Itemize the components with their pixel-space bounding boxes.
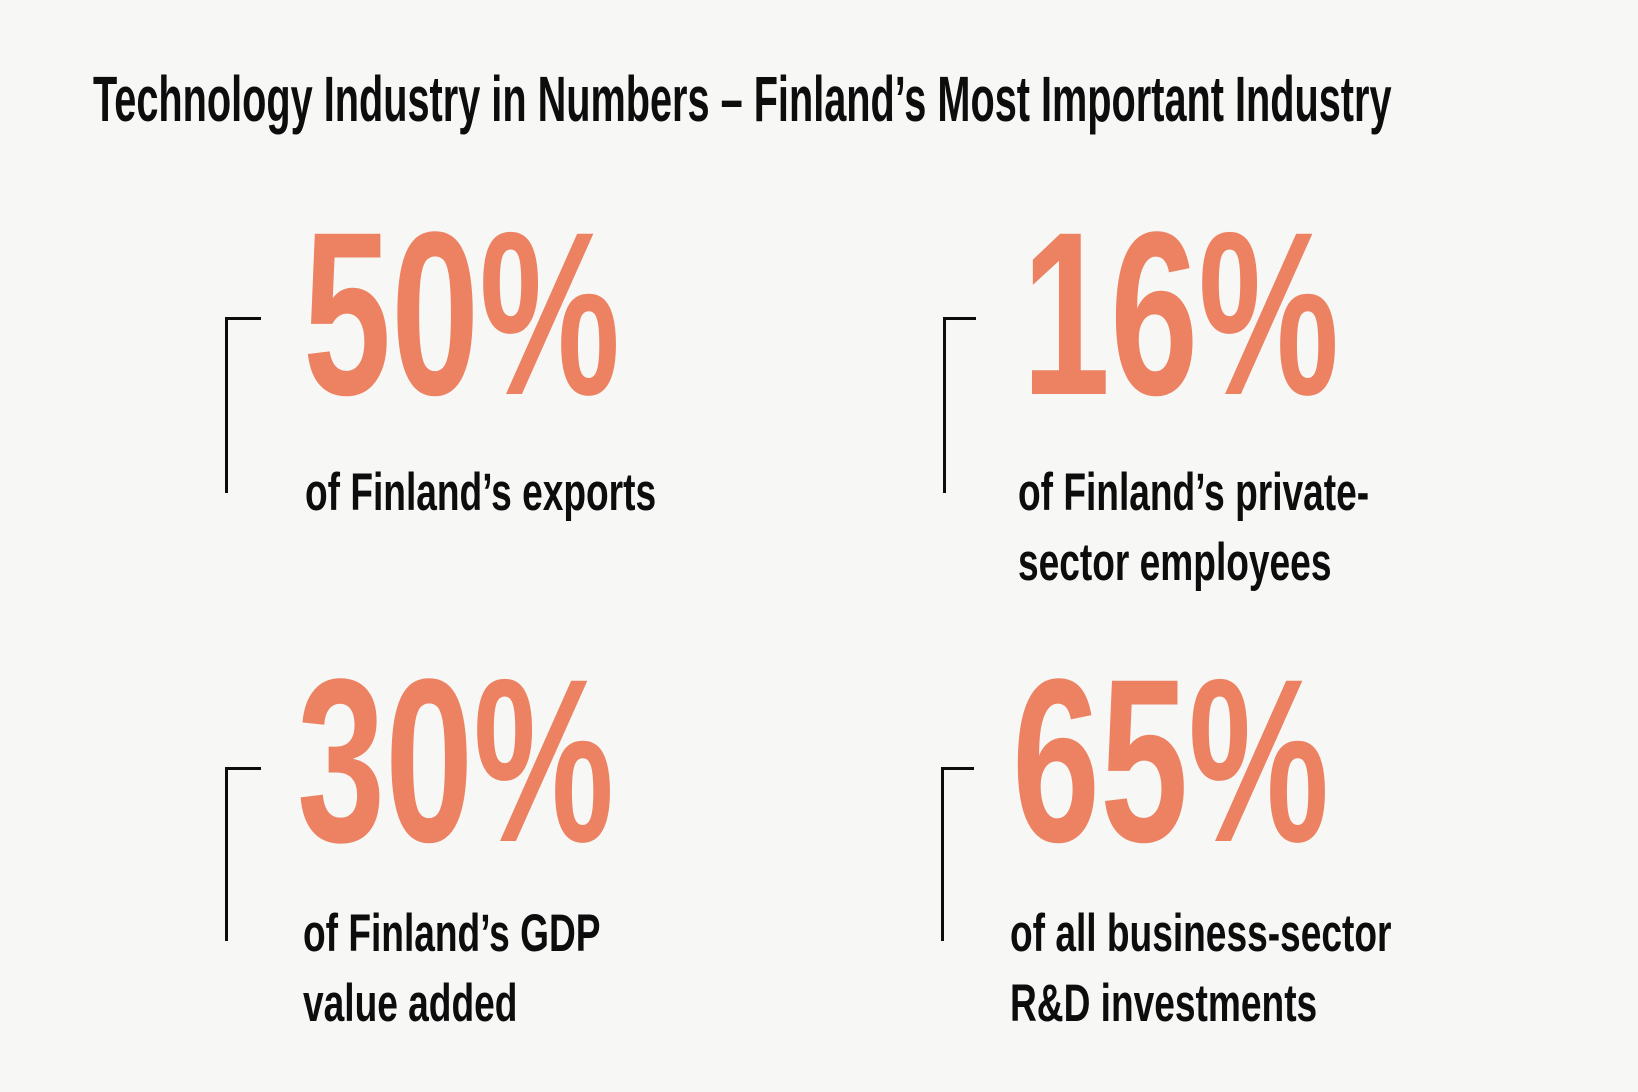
- bracket-line-gdp: [225, 767, 261, 941]
- stat-value-exports: 50%: [303, 184, 621, 444]
- stat-label-rd-line1: of all business-sector: [1010, 904, 1392, 963]
- stat-label-employees: of Finland’s private- sector employees: [1018, 458, 1369, 598]
- stat-label-exports: of Finland’s exports: [305, 458, 656, 528]
- stat-label-employees-line1: of Finland’s private-: [1018, 463, 1370, 522]
- stat-label-exports-line1: of Finland’s exports: [305, 463, 657, 522]
- stat-label-gdp: of Finland’s GDP value added: [303, 899, 600, 1039]
- stat-label-rd-line2: R&D investments: [1010, 974, 1318, 1033]
- stat-value-employees: 16%: [1022, 184, 1340, 444]
- stat-label-employees-line2: sector employees: [1018, 533, 1332, 592]
- stat-label-gdp-line2: value added: [303, 974, 518, 1033]
- bracket-line-employees: [943, 317, 976, 493]
- page-title: Technology Industry in Numbers – Finland…: [93, 63, 1392, 135]
- stat-label-rd: of all business-sector R&D investments: [1010, 899, 1391, 1039]
- stat-value-rd: 65%: [1012, 631, 1330, 891]
- bracket-line-rd: [941, 767, 974, 941]
- stat-value-gdp: 30%: [297, 631, 615, 891]
- stat-label-gdp-line1: of Finland’s GDP: [303, 904, 601, 963]
- bracket-line-exports: [225, 317, 261, 493]
